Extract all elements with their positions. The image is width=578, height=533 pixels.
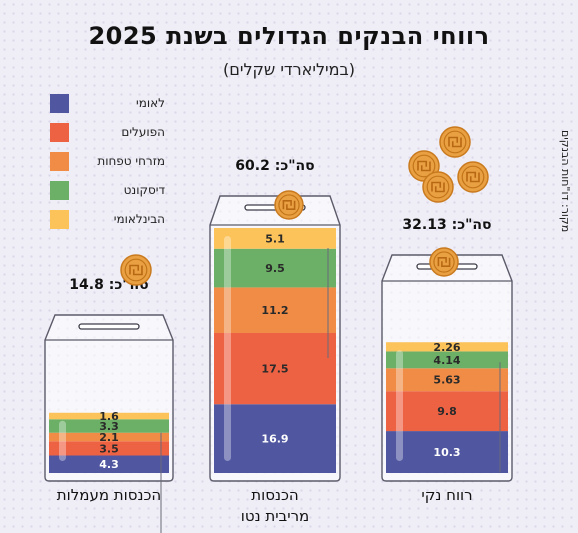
bar-segment (214, 227, 336, 249)
bar-value-label: 9.5 (265, 262, 285, 275)
glass-highlight (396, 350, 403, 461)
bar-segment (214, 248, 336, 288)
legend-swatch (50, 152, 69, 171)
box-slot (78, 323, 140, 330)
total-label: סה"כ: 32.13 (402, 217, 491, 233)
legend-label: הבינלאומי (113, 212, 165, 226)
legend-item: הפועלים (50, 123, 165, 143)
bar-segment (49, 441, 169, 456)
bar-segment (386, 391, 508, 432)
bar-segment (49, 419, 169, 433)
glass-highlight (59, 420, 66, 461)
legend-swatch (50, 210, 69, 229)
bar-segment (386, 368, 508, 392)
legend-item: דיסקונט (50, 181, 165, 201)
bar-segment (386, 342, 508, 352)
bar-value-label: 3.5 (99, 442, 119, 455)
bar-value-label: 4.14 (433, 354, 460, 367)
bar-segment (49, 432, 169, 442)
bar-value-label: 4.3 (99, 458, 119, 471)
category-label: הכנסות מעמלות (57, 486, 161, 504)
chart-title: רווחי הבנקים הגדולים בשנת 2025 (88, 22, 490, 50)
bar-segment (49, 412, 169, 420)
bar-value-label: 17.5 (261, 363, 288, 376)
bar-value-label: 11.2 (261, 304, 288, 317)
legend-label: לאומי (136, 96, 165, 110)
category-label: מריבית נטו (241, 507, 309, 525)
legend-label: דיסקונט (123, 183, 165, 197)
legend-label: מזרחי טפחות (97, 154, 165, 168)
legend-swatch (50, 181, 69, 200)
legend-item: הבינלאומי (50, 210, 165, 230)
bar-segment (386, 431, 508, 473)
total-label: סה"כ: 60.2 (235, 158, 314, 174)
bar-value-label: 3.3 (99, 420, 119, 433)
legend-item: לאומי (50, 94, 165, 114)
bar-segment (214, 332, 336, 405)
legend-swatch (50, 123, 69, 142)
bar-value-label: 16.9 (261, 433, 288, 446)
chart-subtitle: (במיליארדי שקלים) (223, 60, 355, 79)
bar-segment (386, 351, 508, 369)
bar-segment (49, 455, 169, 473)
legend-item: מזרחי טפחות (50, 152, 165, 172)
source-note: מקור: דו"חות הבנקים (559, 129, 572, 232)
bar-segment (214, 404, 336, 473)
glass-highlight (224, 235, 231, 461)
category-label: הכנסות (251, 486, 298, 504)
bar-value-label: 2.26 (433, 341, 460, 354)
legend-label: הפועלים (121, 125, 165, 139)
bar-value-label: 5.63 (433, 374, 460, 387)
bar-value-label: 1.6 (99, 410, 119, 423)
bar-value-label: 5.1 (265, 232, 285, 245)
bar-segment (214, 287, 336, 333)
bar-value-label: 10.3 (433, 446, 460, 459)
category-label: רווח נקי (421, 486, 472, 504)
bar-value-label: 2.1 (99, 431, 119, 444)
legend-swatch (50, 94, 69, 113)
bar-value-label: 9.8 (437, 405, 457, 418)
